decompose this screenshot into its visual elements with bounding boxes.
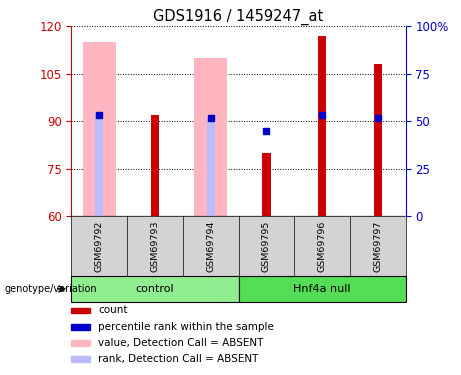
Text: control: control (136, 284, 174, 294)
Bar (95, 115, 103, 216)
Bar (71, 308, 90, 313)
Text: GSM69797: GSM69797 (373, 221, 382, 272)
Bar (318, 36, 326, 216)
Text: GSM69794: GSM69794 (206, 221, 215, 272)
Bar (71, 340, 90, 346)
Bar (194, 58, 227, 216)
Title: GDS1916 / 1459247_at: GDS1916 / 1459247_at (154, 9, 324, 25)
Text: Hnf4a null: Hnf4a null (293, 284, 351, 294)
Bar (83, 42, 116, 216)
Text: count: count (98, 305, 128, 315)
Bar (374, 64, 382, 216)
Text: GSM69792: GSM69792 (95, 221, 104, 272)
Bar (71, 357, 90, 362)
Bar (262, 153, 271, 216)
Text: GSM69796: GSM69796 (318, 221, 327, 272)
FancyBboxPatch shape (239, 276, 406, 302)
Text: value, Detection Call = ABSENT: value, Detection Call = ABSENT (98, 338, 264, 348)
Text: GSM69793: GSM69793 (150, 221, 160, 272)
Bar (207, 118, 215, 216)
Text: genotype/variation: genotype/variation (5, 284, 97, 294)
Bar (151, 115, 159, 216)
Bar (71, 324, 90, 330)
Text: GSM69795: GSM69795 (262, 221, 271, 272)
FancyBboxPatch shape (71, 276, 239, 302)
Text: rank, Detection Call = ABSENT: rank, Detection Call = ABSENT (98, 354, 259, 364)
Text: percentile rank within the sample: percentile rank within the sample (98, 322, 274, 332)
